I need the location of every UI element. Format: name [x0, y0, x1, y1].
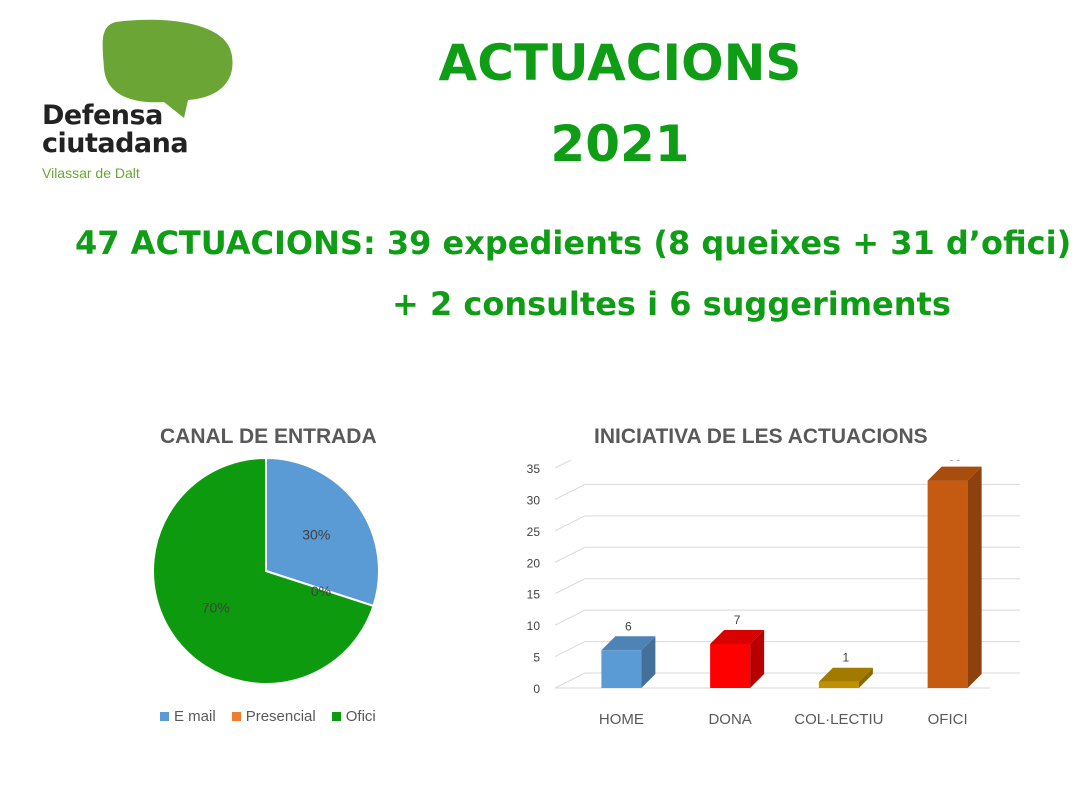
grid-line: [554, 578, 586, 595]
pie-data-label: 0%: [311, 583, 331, 599]
y-tick-label: 0: [533, 682, 540, 696]
legend-item-ofici: Ofici: [331, 708, 376, 725]
grid-line: [554, 483, 586, 500]
logo: Defensa ciutadana Vilassar de Dalt: [38, 18, 238, 188]
x-tick-label: OFICI: [928, 711, 968, 728]
speech-bubble-icon: [102, 19, 233, 118]
logo-line-2: ciutadana: [42, 128, 189, 159]
bar-dona: [710, 630, 765, 688]
legend-swatch: [231, 712, 241, 721]
y-tick-label: 25: [527, 525, 541, 539]
grid-line: [554, 515, 586, 532]
bar-chart: 0 5 10 15 20 25 30 35 6 HOME 7 DONA 1 COL·LECTIU 33 OFI…: [527, 460, 1020, 728]
legend-swatch: [160, 712, 169, 721]
bar-data-label: 1: [843, 651, 850, 665]
pie-data-label: 30%: [302, 526, 330, 542]
logo-subtitle: Vilassar de Dalt: [42, 165, 140, 181]
page-year: 2021: [550, 115, 690, 173]
legend-swatch: [331, 712, 341, 721]
bar-home: [601, 636, 656, 688]
grid-line: [554, 672, 586, 689]
legend-label: Presencial: [245, 708, 316, 725]
y-tick-label: 35: [527, 462, 541, 476]
x-tick-label: COL·LECTIU: [794, 711, 883, 728]
summary-line-1: 47 ACTUACIONS: 39 expedients (8 queixes …: [75, 224, 1072, 262]
legend-item-presencial: Presencial: [231, 708, 316, 725]
summary-line-2: + 2 consultes i 6 suggeriments: [392, 285, 951, 323]
grid-line: [554, 460, 573, 469]
page-title: ACTUACIONS: [438, 34, 802, 92]
y-tick-label: 10: [527, 619, 541, 633]
pie-chart-title: CANAL DE ENTRADA: [160, 425, 377, 448]
pie-data-label: 70%: [202, 600, 230, 616]
y-tick-label: 15: [527, 588, 541, 602]
bar-data-label: 6: [625, 619, 632, 633]
y-tick-label: 20: [527, 556, 541, 570]
bar-ofici: [927, 466, 982, 688]
bar-collectiu: [818, 667, 873, 688]
x-tick-label: DONA: [708, 711, 751, 728]
pie-legend: E mail Presencial Ofici: [160, 708, 376, 725]
grid-line: [554, 546, 586, 563]
x-tick-label: HOME: [599, 711, 644, 728]
legend-item-email: E mail: [160, 708, 216, 725]
legend-label: Ofici: [345, 708, 376, 725]
y-tick-label: 5: [533, 651, 540, 665]
bar-data-label: 33: [948, 460, 962, 464]
pie-chart: 30% 0% 70%: [152, 456, 380, 685]
grid-line: [554, 609, 586, 626]
bar-data-label: 7: [734, 613, 741, 627]
legend-label: E mail: [174, 708, 216, 725]
y-tick-label: 30: [527, 493, 541, 507]
pie-slice-e-mail: [265, 456, 380, 608]
logo-line-1: Defensa: [42, 100, 163, 131]
pie-slice-ofici: [152, 456, 375, 685]
bar-chart-title: INICIATIVA DE LES ACTUACIONS: [594, 425, 928, 448]
grid-line: [554, 641, 586, 658]
